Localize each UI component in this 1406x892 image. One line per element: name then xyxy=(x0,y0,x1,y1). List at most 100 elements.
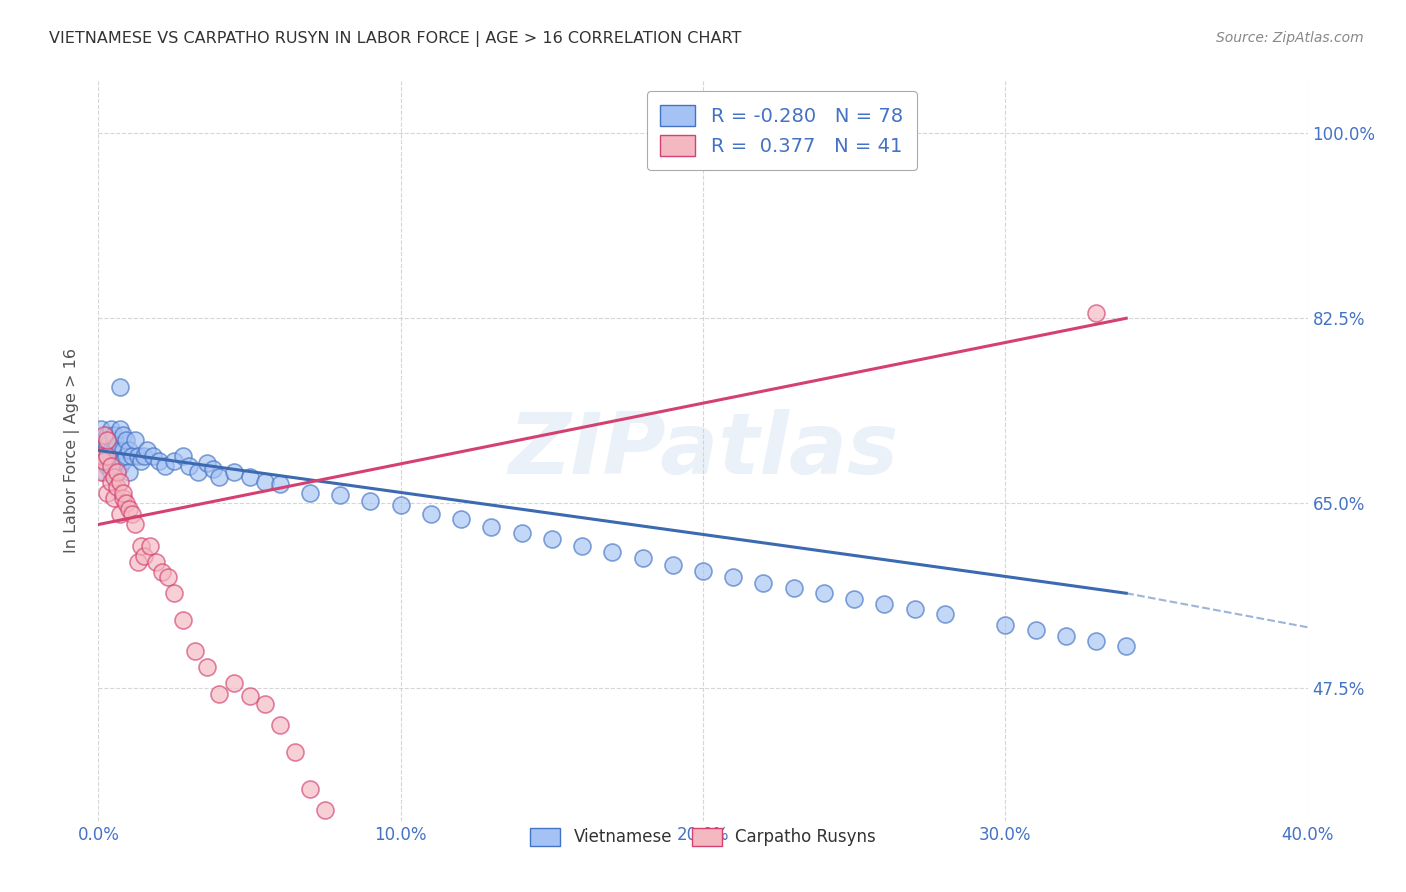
Point xyxy=(103,491,125,505)
Point xyxy=(103,470,125,484)
Point xyxy=(269,718,291,732)
Point xyxy=(224,676,246,690)
Point xyxy=(314,803,336,817)
Point xyxy=(111,485,134,500)
Point xyxy=(96,449,118,463)
Point xyxy=(299,781,322,796)
Point xyxy=(103,433,125,447)
Point xyxy=(153,459,176,474)
Legend: Vietnamese, Carpatho Rusyns: Vietnamese, Carpatho Rusyns xyxy=(523,821,883,853)
Point xyxy=(132,549,155,564)
Point xyxy=(1085,306,1108,320)
Point xyxy=(142,449,165,463)
Point xyxy=(202,462,225,476)
Point xyxy=(96,485,118,500)
Point xyxy=(360,494,382,508)
Point xyxy=(103,427,125,442)
Point xyxy=(602,545,624,559)
Point xyxy=(127,449,149,463)
Point xyxy=(752,575,775,590)
Point xyxy=(100,422,122,436)
Point xyxy=(90,449,112,463)
Point xyxy=(208,470,231,484)
Point xyxy=(93,465,115,479)
Point xyxy=(813,586,835,600)
Point xyxy=(723,570,745,584)
Point xyxy=(481,519,503,533)
Point xyxy=(450,512,472,526)
Point xyxy=(100,459,122,474)
Point xyxy=(187,465,209,479)
Point xyxy=(124,433,146,447)
Point xyxy=(114,496,136,510)
Point xyxy=(108,507,131,521)
Point xyxy=(93,433,115,447)
Point xyxy=(389,499,412,513)
Point xyxy=(904,602,927,616)
Point xyxy=(111,454,134,468)
Point xyxy=(100,449,122,463)
Point xyxy=(994,618,1017,632)
Point xyxy=(420,507,443,521)
Point xyxy=(121,449,143,463)
Point xyxy=(510,525,533,540)
Point xyxy=(179,459,201,474)
Point xyxy=(184,644,207,658)
Point xyxy=(661,558,683,572)
Point xyxy=(111,427,134,442)
Point xyxy=(571,539,593,553)
Point xyxy=(934,607,956,622)
Point xyxy=(118,443,141,458)
Point xyxy=(96,433,118,447)
Text: VIETNAMESE VS CARPATHO RUSYN IN LABOR FORCE | AGE > 16 CORRELATION CHART: VIETNAMESE VS CARPATHO RUSYN IN LABOR FO… xyxy=(49,31,741,47)
Point xyxy=(208,687,231,701)
Point xyxy=(783,581,806,595)
Point xyxy=(103,459,125,474)
Point xyxy=(172,449,194,463)
Point xyxy=(118,501,141,516)
Point xyxy=(1024,624,1046,638)
Point xyxy=(105,449,128,463)
Point xyxy=(96,459,118,474)
Point xyxy=(156,570,179,584)
Point xyxy=(253,698,276,712)
Point xyxy=(163,586,186,600)
Point xyxy=(105,480,128,494)
Point xyxy=(105,465,128,479)
Point xyxy=(135,443,157,458)
Point xyxy=(96,427,118,442)
Point xyxy=(129,539,152,553)
Point xyxy=(148,454,170,468)
Point xyxy=(108,475,131,490)
Point xyxy=(93,454,115,468)
Point xyxy=(111,443,134,458)
Point xyxy=(100,443,122,458)
Point xyxy=(195,660,218,674)
Point xyxy=(692,564,714,578)
Point xyxy=(90,465,112,479)
Point xyxy=(844,591,866,606)
Point xyxy=(96,438,118,452)
Point xyxy=(114,433,136,447)
Point xyxy=(150,565,173,579)
Y-axis label: In Labor Force | Age > 16: In Labor Force | Age > 16 xyxy=(63,348,80,553)
Point xyxy=(132,449,155,463)
Point xyxy=(93,427,115,442)
Point xyxy=(103,443,125,458)
Point xyxy=(90,443,112,458)
Point xyxy=(105,465,128,479)
Point xyxy=(105,438,128,452)
Point xyxy=(239,689,262,703)
Point xyxy=(1085,633,1108,648)
Point xyxy=(108,459,131,474)
Point xyxy=(121,507,143,521)
Point xyxy=(96,449,118,463)
Point xyxy=(224,465,246,479)
Point xyxy=(163,454,186,468)
Point xyxy=(139,539,162,553)
Text: Source: ZipAtlas.com: Source: ZipAtlas.com xyxy=(1216,31,1364,45)
Point xyxy=(253,475,276,490)
Point xyxy=(100,465,122,479)
Point xyxy=(299,485,322,500)
Point xyxy=(1115,639,1137,653)
